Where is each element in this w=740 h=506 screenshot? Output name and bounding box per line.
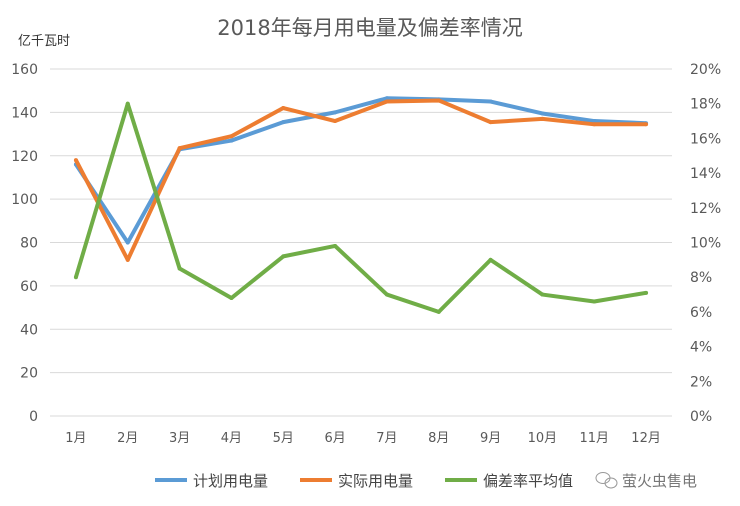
legend-label: 偏差率平均值 <box>483 472 573 490</box>
data-point <box>281 120 286 125</box>
data-point <box>384 96 389 101</box>
y2-tick-label: 12% <box>690 201 721 217</box>
y-tick-label: 120 <box>11 149 38 165</box>
y2-tick-label: 0% <box>690 409 712 425</box>
data-point <box>177 146 182 151</box>
data-point <box>540 292 545 297</box>
data-point <box>540 111 545 116</box>
data-point <box>73 158 78 163</box>
data-point <box>488 120 493 125</box>
data-point <box>488 257 493 262</box>
x-tick-label: 5月 <box>273 431 294 446</box>
watermark-text: 萤火虫售电 <box>622 472 697 490</box>
y2-tick-label: 8% <box>690 270 712 286</box>
data-point <box>281 106 286 111</box>
data-point <box>384 292 389 297</box>
data-point <box>436 309 441 314</box>
series-line-2 <box>74 98 647 262</box>
x-tick-label: 7月 <box>376 431 397 446</box>
data-point <box>592 119 597 124</box>
legend-label: 实际用电量 <box>338 472 413 490</box>
y-tick-label: 80 <box>20 236 38 252</box>
data-point <box>488 99 493 104</box>
y2-tick-label: 20% <box>690 62 721 78</box>
y-tick-label: 0 <box>29 409 38 425</box>
x-tick-label: 9月 <box>480 431 501 446</box>
chart-title: 2018年每月用电量及偏差率情况 <box>217 16 522 40</box>
y-tick-label: 40 <box>20 322 38 338</box>
y2-tick-label: 4% <box>690 340 712 356</box>
y-tick-label: 140 <box>11 105 38 121</box>
x-tick-label: 2月 <box>117 431 138 446</box>
data-point <box>229 134 234 139</box>
legend-label: 计划用电量 <box>193 472 268 490</box>
data-point <box>125 257 130 262</box>
y2-tick-label: 2% <box>690 374 712 390</box>
data-point <box>73 275 78 280</box>
x-tick-label: 10月 <box>528 431 558 446</box>
data-point <box>125 240 130 245</box>
x-tick-label: 3月 <box>169 431 190 446</box>
data-point <box>644 290 649 295</box>
data-point <box>229 138 234 143</box>
x-tick-label: 4月 <box>221 431 242 446</box>
series-line-3 <box>74 101 647 314</box>
x-tick-label: 11月 <box>579 431 609 446</box>
data-point <box>540 116 545 121</box>
x-tick-label: 8月 <box>428 431 449 446</box>
data-point <box>333 110 338 115</box>
data-point <box>384 99 389 104</box>
y-tick-label: 60 <box>20 279 38 295</box>
data-point <box>592 122 597 127</box>
data-point <box>436 98 441 103</box>
data-point <box>177 266 182 271</box>
x-tick-label: 12月 <box>631 431 661 446</box>
data-point <box>333 119 338 124</box>
wechat-icon <box>595 472 618 489</box>
y2-tick-label: 18% <box>690 97 721 113</box>
y-tick-label: 20 <box>20 366 38 382</box>
data-point <box>229 296 234 301</box>
watermark: 萤火虫售电 <box>595 472 697 490</box>
y-tick-label: 100 <box>11 192 38 208</box>
data-point <box>592 299 597 304</box>
x-tick-label: 1月 <box>65 431 86 446</box>
y2-tick-label: 14% <box>690 166 721 182</box>
y2-tick-label: 6% <box>690 305 712 321</box>
data-point <box>333 243 338 248</box>
data-point <box>281 254 286 259</box>
x-tick-label: 6月 <box>324 431 345 446</box>
y-tick-label: 160 <box>11 62 38 78</box>
y-axis-label: 亿千瓦时 <box>18 34 70 49</box>
y2-tick-label: 16% <box>690 131 721 147</box>
data-point <box>125 101 130 106</box>
data-point <box>644 122 649 127</box>
y2-tick-label: 10% <box>690 236 721 252</box>
